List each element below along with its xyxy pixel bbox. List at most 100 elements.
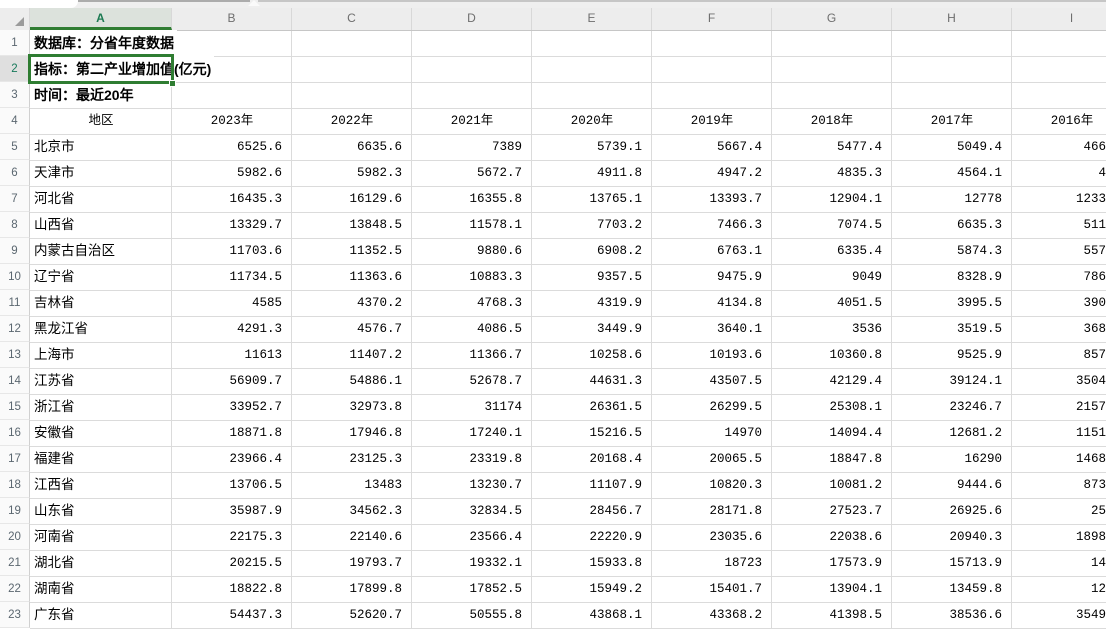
cell-E11[interactable]: 4319.9 [596,296,642,310]
cell-H15[interactable]: 23246.7 [949,400,1002,414]
cell-E10[interactable]: 9357.5 [596,270,642,284]
cell-A17[interactable]: 福建省 [34,451,75,466]
column-header-h[interactable]: H [892,8,1012,30]
cell-B12[interactable]: 4291.3 [236,322,282,336]
cell-C16[interactable]: 17946.8 [349,426,402,440]
cell-I18[interactable]: 873 [1083,478,1106,492]
cell-a1[interactable]: 数据库：分省年度数据 [30,30,177,56]
column-header-a[interactable]: A [30,8,172,30]
cell-H18[interactable]: 9444.6 [956,478,1002,492]
cell-D9[interactable]: 9880.6 [476,244,522,258]
cell-B10[interactable]: 11734.5 [229,270,282,284]
cell-C7[interactable]: 16129.6 [349,192,402,206]
cell-I5[interactable]: 466 [1083,140,1106,154]
cell-E16[interactable]: 15216.5 [589,426,642,440]
cell-H16[interactable]: 12681.2 [949,426,1002,440]
cell-H14[interactable]: 39124.1 [949,374,1002,388]
cell-D8[interactable]: 11578.1 [469,218,522,232]
row-header-18[interactable]: 18 [0,472,30,498]
cell-E12[interactable]: 3449.9 [596,322,642,336]
cell-H19[interactable]: 26925.6 [949,504,1002,518]
cell-F23[interactable]: 43368.2 [709,608,762,622]
cell-C22[interactable]: 17899.8 [349,582,402,596]
cell-E20[interactable]: 22220.9 [589,530,642,544]
row-header-10[interactable]: 10 [0,264,30,290]
cell-I23[interactable]: 3549 [1075,608,1106,622]
cell-e4-year-2020[interactable]: 2020年 [570,114,614,128]
cell-D20[interactable]: 23566.4 [469,530,522,544]
cell-G5[interactable]: 5477.4 [836,140,882,154]
column-header-d[interactable]: D [412,8,532,30]
cell-H8[interactable]: 6635.3 [956,218,1002,232]
cell-E22[interactable]: 15949.2 [589,582,642,596]
cell-B11[interactable]: 4585 [251,296,282,310]
row-header-13[interactable]: 13 [0,342,30,368]
cell-D19[interactable]: 32834.5 [469,504,522,518]
cell-I17[interactable]: 1468 [1075,452,1106,466]
cell-F18[interactable]: 10820.3 [709,478,762,492]
row-header-22[interactable]: 22 [0,576,30,602]
cell-C5[interactable]: 6635.6 [356,140,402,154]
cell-C12[interactable]: 4576.7 [356,322,402,336]
cell-B8[interactable]: 13329.7 [229,218,282,232]
cell-g4-year-2018[interactable]: 2018年 [810,114,854,128]
browser-tab-strip[interactable] [0,0,1106,8]
column-header-b[interactable]: B [172,8,292,30]
cell-I16[interactable]: 1151 [1075,426,1106,440]
cell-E23[interactable]: 43868.1 [589,608,642,622]
column-header-i[interactable]: I [1012,8,1106,30]
cell-H22[interactable]: 13459.8 [949,582,1002,596]
cell-G13[interactable]: 10360.8 [829,348,882,362]
cell-A23[interactable]: 广东省 [34,607,75,622]
cell-F13[interactable]: 10193.6 [709,348,762,362]
cell-D14[interactable]: 52678.7 [469,374,522,388]
cell-H21[interactable]: 15713.9 [949,556,1002,570]
cell-A16[interactable]: 安徽省 [34,425,75,440]
cell-E9[interactable]: 6908.2 [596,244,642,258]
cell-F6[interactable]: 4947.2 [716,166,762,180]
cell-C6[interactable]: 5982.3 [356,166,402,180]
cell-A10[interactable]: 辽宁省 [34,269,75,284]
cell-G7[interactable]: 12904.1 [829,192,882,206]
cell-b4-year-2023[interactable]: 2023年 [210,114,254,128]
cell-H5[interactable]: 5049.4 [956,140,1002,154]
cell-G12[interactable]: 3536 [851,322,882,336]
cell-A12[interactable]: 黑龙江省 [34,321,88,336]
cell-F22[interactable]: 15401.7 [709,582,762,596]
cell-i4-year-2016[interactable]: 2016年 [1050,114,1094,128]
cell-I11[interactable]: 390 [1083,296,1106,310]
cell-C18[interactable]: 13483 [364,478,402,492]
row-header-9[interactable]: 9 [0,238,30,264]
row-header-4[interactable]: 4 [0,108,30,134]
cell-D7[interactable]: 16355.8 [469,192,522,206]
cell-D11[interactable]: 4768.3 [476,296,522,310]
cell-A9[interactable]: 内蒙古自治区 [34,243,115,258]
cell-A5[interactable]: 北京市 [34,139,75,154]
cell-H23[interactable]: 38536.6 [949,608,1002,622]
row-header-19[interactable]: 19 [0,498,30,524]
column-header-f[interactable]: F [652,8,772,30]
cell-I8[interactable]: 511 [1083,218,1106,232]
cell-B6[interactable]: 5982.6 [236,166,282,180]
cell-B23[interactable]: 54437.3 [229,608,282,622]
cell-D10[interactable]: 10883.3 [469,270,522,284]
column-header-c[interactable]: C [292,8,412,30]
cell-G16[interactable]: 14094.4 [829,426,882,440]
cell-E21[interactable]: 15933.8 [589,556,642,570]
cell-D15[interactable]: 31174 [484,400,522,414]
cell-B19[interactable]: 35987.9 [229,504,282,518]
cell-f4-year-2019[interactable]: 2019年 [690,114,734,128]
cell-d4-year-2021[interactable]: 2021年 [450,114,494,128]
cell-E5[interactable]: 5739.1 [596,140,642,154]
cell-I9[interactable]: 557 [1083,244,1106,258]
row-header-21[interactable]: 21 [0,550,30,576]
cell-B15[interactable]: 33952.7 [229,400,282,414]
cell-B16[interactable]: 18871.8 [229,426,282,440]
cell-C14[interactable]: 54886.1 [349,374,402,388]
cell-B17[interactable]: 23966.4 [229,452,282,466]
cell-C10[interactable]: 11363.6 [349,270,402,284]
cell-B18[interactable]: 13706.5 [229,478,282,492]
cell-F8[interactable]: 7466.3 [716,218,762,232]
cell-C11[interactable]: 4370.2 [356,296,402,310]
cell-I19[interactable]: 25 [1090,504,1106,518]
